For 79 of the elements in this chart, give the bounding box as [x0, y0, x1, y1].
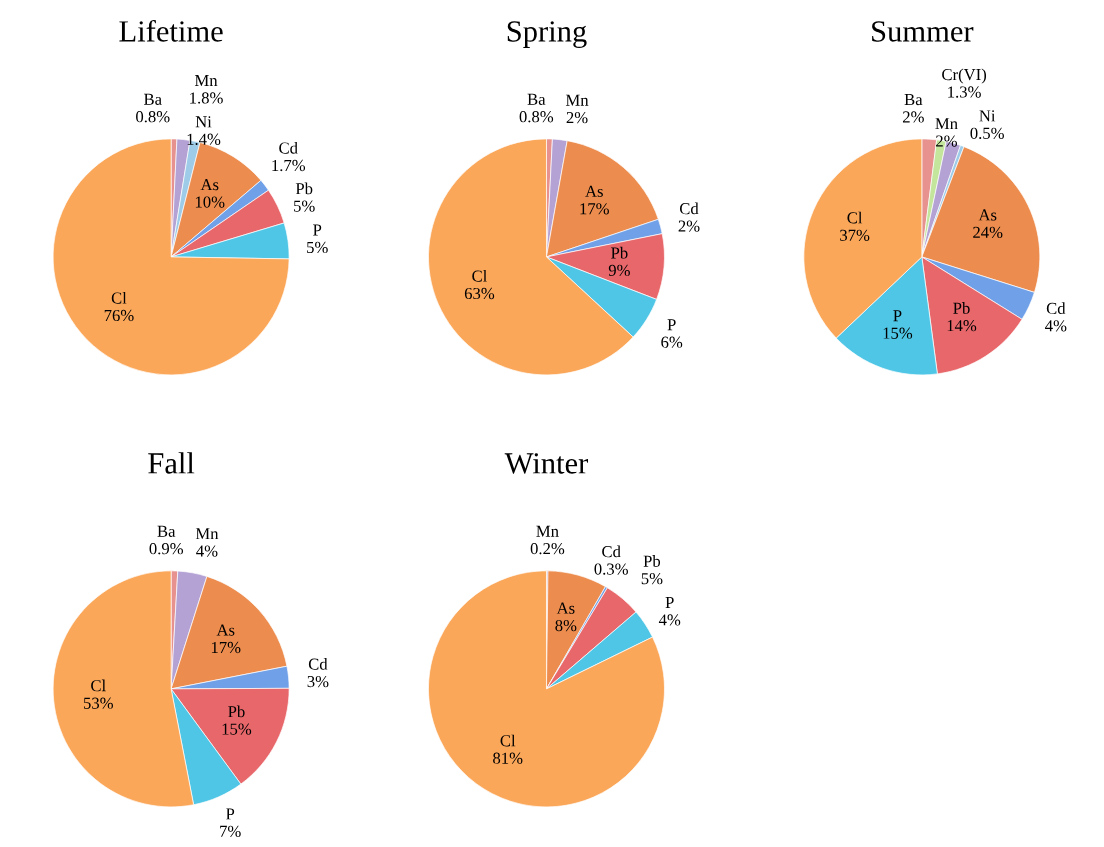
data-label: 4% — [196, 545, 218, 557]
data-label: 10% — [195, 196, 225, 208]
data-label: 0.3% — [594, 563, 628, 575]
slice-label: P — [893, 310, 902, 322]
slice-label: Cl — [91, 679, 106, 692]
data-label: 1.7% — [272, 159, 306, 172]
slice-label: Pb — [295, 182, 313, 195]
slice-label: Pb — [953, 302, 970, 314]
data-label: 0.5% — [970, 127, 1004, 139]
data-label: 4% — [658, 614, 681, 626]
slice-label: Ba — [157, 525, 176, 537]
slice-label: Pb — [611, 246, 628, 259]
slice-label: As — [585, 185, 603, 197]
slice-label: Cl — [472, 269, 487, 282]
slice-label: Cd — [308, 658, 328, 670]
data-label: 2% — [566, 111, 588, 124]
slice-label: As — [216, 624, 235, 636]
data-label: 0.8% — [519, 111, 554, 123]
slice-label: As — [556, 602, 575, 614]
slice-label: Ni — [195, 116, 212, 128]
slice-label: Mn — [935, 118, 958, 130]
slice-label: Ba — [143, 93, 162, 105]
slice-label: P — [665, 597, 674, 608]
data-label: 0.2% — [530, 543, 565, 555]
data-label: 17% — [211, 641, 241, 654]
data-label: 1.3% — [948, 86, 981, 98]
slice-label: Cl — [847, 211, 863, 224]
slice-label: Cr(VI) — [942, 68, 987, 84]
data-label: 14% — [947, 320, 977, 332]
data-label: 1.8% — [190, 92, 223, 104]
data-label: 5% — [641, 572, 663, 585]
slice-label: Cl — [111, 291, 127, 304]
data-label: 37% — [840, 229, 870, 241]
data-label: 15% — [883, 327, 913, 339]
slice-label: Ba — [904, 94, 923, 106]
data-label: 24% — [973, 226, 1003, 239]
slice-label: Mn — [195, 528, 219, 540]
slice-label: As — [978, 209, 997, 221]
slice-label: Mn — [194, 75, 218, 86]
slice-label: Pb — [228, 705, 245, 718]
data-label: 1.4% — [187, 133, 221, 145]
slice-label: Ba — [527, 93, 546, 105]
chart-title: Lifetime — [119, 19, 223, 42]
slice-label: As — [200, 179, 219, 191]
data-label: 2% — [678, 220, 700, 232]
data-label: 2% — [902, 111, 924, 123]
data-label: 0.8% — [136, 111, 170, 123]
data-label: 4% — [1045, 320, 1067, 332]
chart-title: Spring — [507, 21, 587, 48]
slice-label: Ni — [979, 110, 996, 122]
slice-label: Cd — [279, 141, 298, 154]
data-label: 76% — [104, 309, 134, 322]
slice-label: Cd — [1046, 302, 1066, 315]
chart-title: Winter — [504, 453, 589, 474]
data-label: 8% — [555, 619, 577, 632]
slice-label: Pb — [643, 555, 661, 567]
slice-label: P — [667, 319, 676, 331]
data-label: 81% — [493, 752, 523, 764]
slice-label: Cl — [500, 734, 516, 747]
slice-label: Cd — [602, 545, 621, 558]
data-label: 5% — [294, 200, 315, 212]
slice-label: Mn — [565, 94, 589, 106]
data-label: 3% — [307, 675, 329, 688]
data-label: 0.9% — [149, 543, 184, 555]
chart-title: Summer — [872, 21, 974, 42]
data-label: 17% — [580, 203, 609, 215]
slice-label: P — [226, 808, 235, 820]
slice-label: P — [313, 224, 322, 236]
data-label: 6% — [661, 336, 683, 348]
data-label: 5% — [307, 241, 328, 254]
data-label: 53% — [83, 697, 113, 709]
data-label: 63% — [464, 287, 495, 300]
slice-label: Mn — [536, 525, 559, 537]
slice-label: Cd — [679, 202, 699, 215]
data-label: 9% — [608, 264, 630, 277]
data-label: 2% — [936, 135, 957, 147]
data-label: 7% — [220, 825, 241, 837]
data-label: 15% — [222, 723, 252, 735]
chart-title: Fall — [148, 452, 195, 474]
